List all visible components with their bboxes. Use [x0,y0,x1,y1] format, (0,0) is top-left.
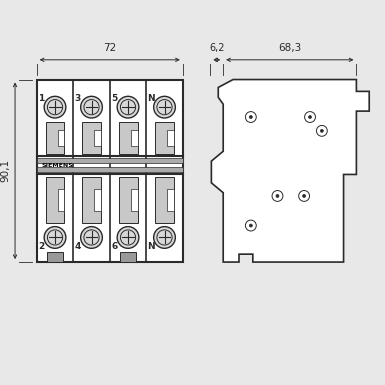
Text: 5: 5 [111,94,117,103]
Bar [37,159,183,163]
Text: SIEMENS: SIEMENS [42,163,74,168]
Bar [58,189,65,211]
Circle shape [80,227,102,248]
Circle shape [245,220,256,231]
Bar [58,130,65,146]
Text: 68,3: 68,3 [278,43,301,53]
Circle shape [80,96,102,118]
Circle shape [157,100,172,115]
Circle shape [316,126,327,136]
Text: 2: 2 [38,242,44,251]
Text: 90,1: 90,1 [0,159,10,182]
Circle shape [44,96,66,118]
Bar [155,177,174,223]
Polygon shape [211,80,369,262]
Circle shape [303,194,306,198]
Circle shape [276,194,279,198]
Circle shape [154,96,175,118]
Circle shape [117,96,139,118]
Circle shape [157,230,172,245]
Bar [155,122,174,154]
Text: N: N [147,94,154,103]
Circle shape [84,100,99,115]
Circle shape [272,191,283,201]
Bar [131,189,137,211]
Bar [37,80,183,262]
Bar [167,130,174,146]
Bar [94,130,101,146]
Bar [121,252,136,262]
Bar [119,177,137,223]
Circle shape [47,230,63,245]
Bar [45,177,65,223]
Circle shape [121,100,136,115]
Circle shape [84,230,99,245]
Text: 6: 6 [111,242,117,251]
Bar [167,189,174,211]
Bar [37,167,183,172]
Circle shape [154,227,175,248]
Text: N: N [147,242,154,251]
Bar [45,122,65,154]
Circle shape [305,112,315,122]
Bar [82,122,101,154]
Text: 3: 3 [75,94,81,103]
Bar [82,177,101,223]
Text: 4: 4 [74,242,81,251]
Circle shape [44,227,66,248]
Circle shape [245,112,256,122]
Circle shape [320,129,323,132]
Text: 6,2: 6,2 [209,43,224,53]
Bar [119,122,137,154]
Bar [131,130,137,146]
Circle shape [299,191,310,201]
Bar [94,189,101,211]
Circle shape [308,116,311,119]
Circle shape [249,116,252,119]
Text: 72: 72 [103,43,116,53]
Bar [47,252,63,262]
Circle shape [47,100,63,115]
Circle shape [249,224,252,227]
Circle shape [117,227,139,248]
Circle shape [121,230,136,245]
Text: 1: 1 [38,94,44,103]
